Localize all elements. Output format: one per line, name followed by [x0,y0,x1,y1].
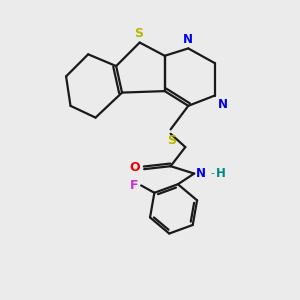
Text: O: O [129,161,140,174]
Text: N: N [183,33,193,46]
Text: F: F [130,179,138,192]
Text: S: S [134,27,143,40]
Text: H: H [216,167,226,180]
Text: -: - [210,169,214,178]
Text: N: N [218,98,228,112]
Text: S: S [168,134,177,147]
Text: N: N [196,167,206,180]
